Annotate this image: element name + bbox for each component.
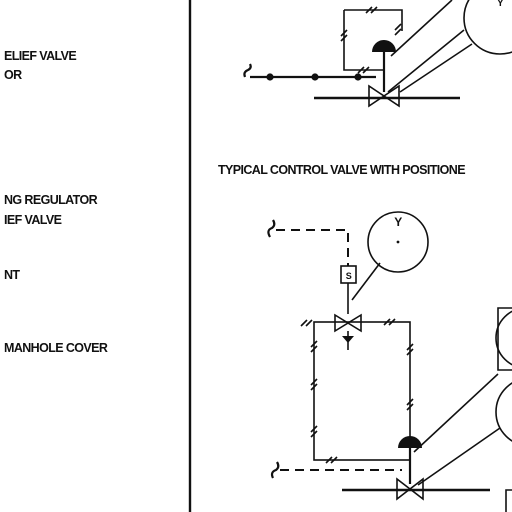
lower-signal-squiggle bbox=[270, 461, 280, 479]
lower-tag-letter: S bbox=[346, 271, 352, 281]
upper-leader-3 bbox=[390, 0, 453, 57]
lower-supply-line bbox=[276, 229, 349, 266]
upper-instrument-bubble bbox=[463, 0, 512, 55]
legend-item-4-line1: MANHOLE COVER bbox=[4, 341, 108, 355]
lower-instrument-bubble bbox=[367, 211, 429, 273]
lower-actuator-dome bbox=[398, 436, 422, 448]
lower-valve-assembly: S Y bbox=[267, 211, 512, 512]
upper-signal-node-1 bbox=[266, 73, 274, 81]
legend-item-3-line1: NT bbox=[4, 268, 20, 282]
section-title: TYPICAL CONTROL VALVE WITH POSITIONE bbox=[218, 163, 465, 177]
upper-signal-node-2 bbox=[311, 73, 319, 81]
legend-item-2-line1: NG REGULATOR bbox=[4, 193, 98, 207]
lower-supply-squiggle bbox=[267, 219, 276, 238]
legend-column: ELIEF VALVE OR NG REGULATOR IEF VALVE NT… bbox=[4, 49, 108, 355]
upper-valve-assembly: Y bbox=[243, 0, 512, 108]
upper-loop-side bbox=[343, 10, 384, 71]
upper-leader-2 bbox=[399, 43, 473, 93]
upper-instrument-letter: Y bbox=[497, 0, 504, 9]
right-cropped-bubble-upper bbox=[495, 310, 512, 366]
upper-actuator-dome bbox=[372, 40, 396, 52]
upper-signal-node-3 bbox=[354, 73, 362, 81]
upper-leader-1 bbox=[387, 29, 465, 93]
upper-loop-top bbox=[344, 9, 403, 31]
right-cropped-edge bbox=[505, 489, 512, 512]
lower-leader-1 bbox=[413, 373, 499, 453]
lower-valve-body bbox=[396, 477, 424, 501]
positioner-valve bbox=[334, 313, 362, 333]
legend-item-1-line1: ELIEF VALVE bbox=[4, 49, 76, 63]
upper-loop-ticks bbox=[340, 6, 402, 74]
legend-item-1-line2: OR bbox=[4, 68, 22, 82]
upper-valve-body bbox=[368, 84, 400, 108]
upper-signal-squiggle bbox=[243, 63, 252, 78]
right-cropped-bubble-lower bbox=[495, 382, 512, 442]
lower-instrument-dot bbox=[396, 240, 400, 244]
legend-item-2-line2: IEF VALVE bbox=[4, 213, 62, 227]
lower-instrument-letter: Y bbox=[394, 215, 402, 229]
lower-loop bbox=[313, 321, 411, 461]
lower-bubble-leader bbox=[351, 262, 381, 301]
lower-loop-ticks bbox=[300, 318, 414, 464]
right-cropped-box bbox=[497, 307, 512, 371]
lower-leader-2 bbox=[417, 427, 501, 486]
